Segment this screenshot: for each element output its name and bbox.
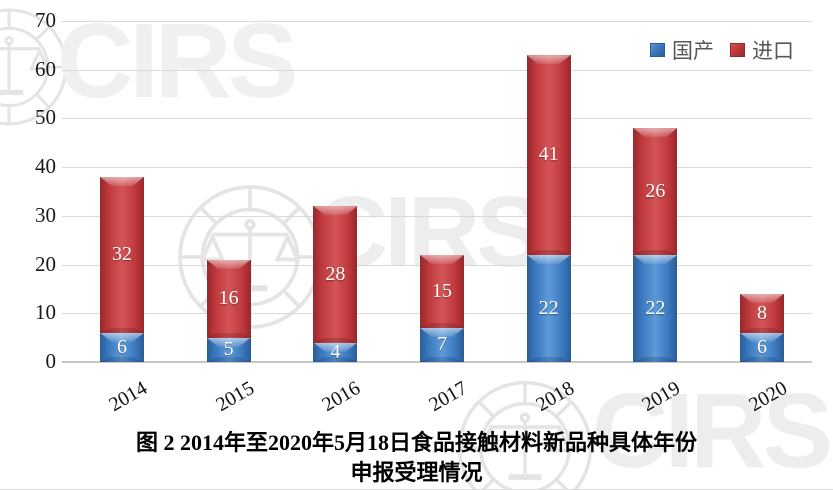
bar-segment-2017-国产: 7 <box>420 327 464 362</box>
y-axis-tick-label: 60 <box>35 56 56 81</box>
bar-segment-2018-进口: 41 <box>526 55 571 255</box>
cirs-text-watermark: CIRS <box>592 372 833 490</box>
bar-segment-2017-进口: 15 <box>420 254 464 328</box>
bar-value-label: 8 <box>757 301 767 324</box>
bar-segment-2015-国产: 5 <box>206 337 251 362</box>
bar-segment-2016-进口: 28 <box>313 206 358 343</box>
bar-segment-2016-国产: 4 <box>313 340 358 363</box>
cirs-logo-watermark-icon <box>457 380 593 490</box>
legend-label-domestic: 国产 <box>672 39 714 63</box>
bar-segment-2014-国产: 6 <box>100 332 144 362</box>
cirs-text-watermark: CIRS <box>57 2 298 120</box>
y-axis-tick-label: 70 <box>35 8 56 32</box>
bar-value-label: 7 <box>437 333 447 356</box>
y-axis-tick-label: 40 <box>35 154 56 179</box>
y-axis-tick-label: 0 <box>45 349 57 373</box>
bar-value-label: 16 <box>218 287 239 310</box>
legend-swatch-imported <box>730 43 745 57</box>
bar-segment-2014-进口: 32 <box>100 176 144 333</box>
gridline <box>62 167 812 169</box>
bar-segment-2020-国产: 6 <box>740 332 784 362</box>
gridline <box>62 21 812 22</box>
gridline <box>62 118 812 120</box>
y-axis-tick-label: 20 <box>35 251 56 276</box>
bar-value-label: 5 <box>223 338 234 361</box>
bar-segment-2019-进口: 26 <box>633 128 678 255</box>
bar-segment-2015-进口: 16 <box>206 259 251 338</box>
legend-label-imported: 进口 <box>752 39 794 63</box>
bar-value-label: 26 <box>645 179 666 202</box>
bar-value-label: 32 <box>112 243 132 266</box>
bar-value-label: 6 <box>757 335 767 358</box>
caption-line-1: 图 2 2014年至2020年5月18日食品接触材料新品种具体年份 <box>135 430 697 455</box>
y-axis-tick-label: 30 <box>35 202 56 227</box>
chart-caption: 图 2 2014年至2020年5月18日食品接触材料新品种具体年份 申报受理情况 <box>0 428 833 488</box>
x-axis-line <box>62 361 812 363</box>
bar-value-label: 15 <box>432 279 452 302</box>
legend-item-imported: 进口 <box>730 35 794 65</box>
bar-value-label: 41 <box>538 143 559 166</box>
cirs-logo-watermark-icon <box>0 8 68 126</box>
bar-segment-2018-国产: 22 <box>526 254 571 362</box>
y-axis-tick-label: 50 <box>35 105 56 130</box>
bar-segment-2020-进口: 8 <box>740 293 784 333</box>
legend-swatch-domestic <box>650 43 665 57</box>
bar-value-label: 4 <box>330 340 341 363</box>
bar-value-label: 22 <box>645 296 666 319</box>
bar-value-label: 6 <box>117 335 127 358</box>
gridline <box>62 69 812 71</box>
bar-value-label: 22 <box>538 296 559 319</box>
caption-line-2: 申报受理情况 <box>350 460 483 485</box>
legend: 国产 进口 <box>650 35 794 65</box>
gridline <box>62 215 812 217</box>
bar-segment-2019-国产: 22 <box>633 254 678 362</box>
y-axis-tick-label: 10 <box>35 300 56 325</box>
bar-value-label: 28 <box>325 262 346 285</box>
legend-item-domestic: 国产 <box>650 35 714 65</box>
